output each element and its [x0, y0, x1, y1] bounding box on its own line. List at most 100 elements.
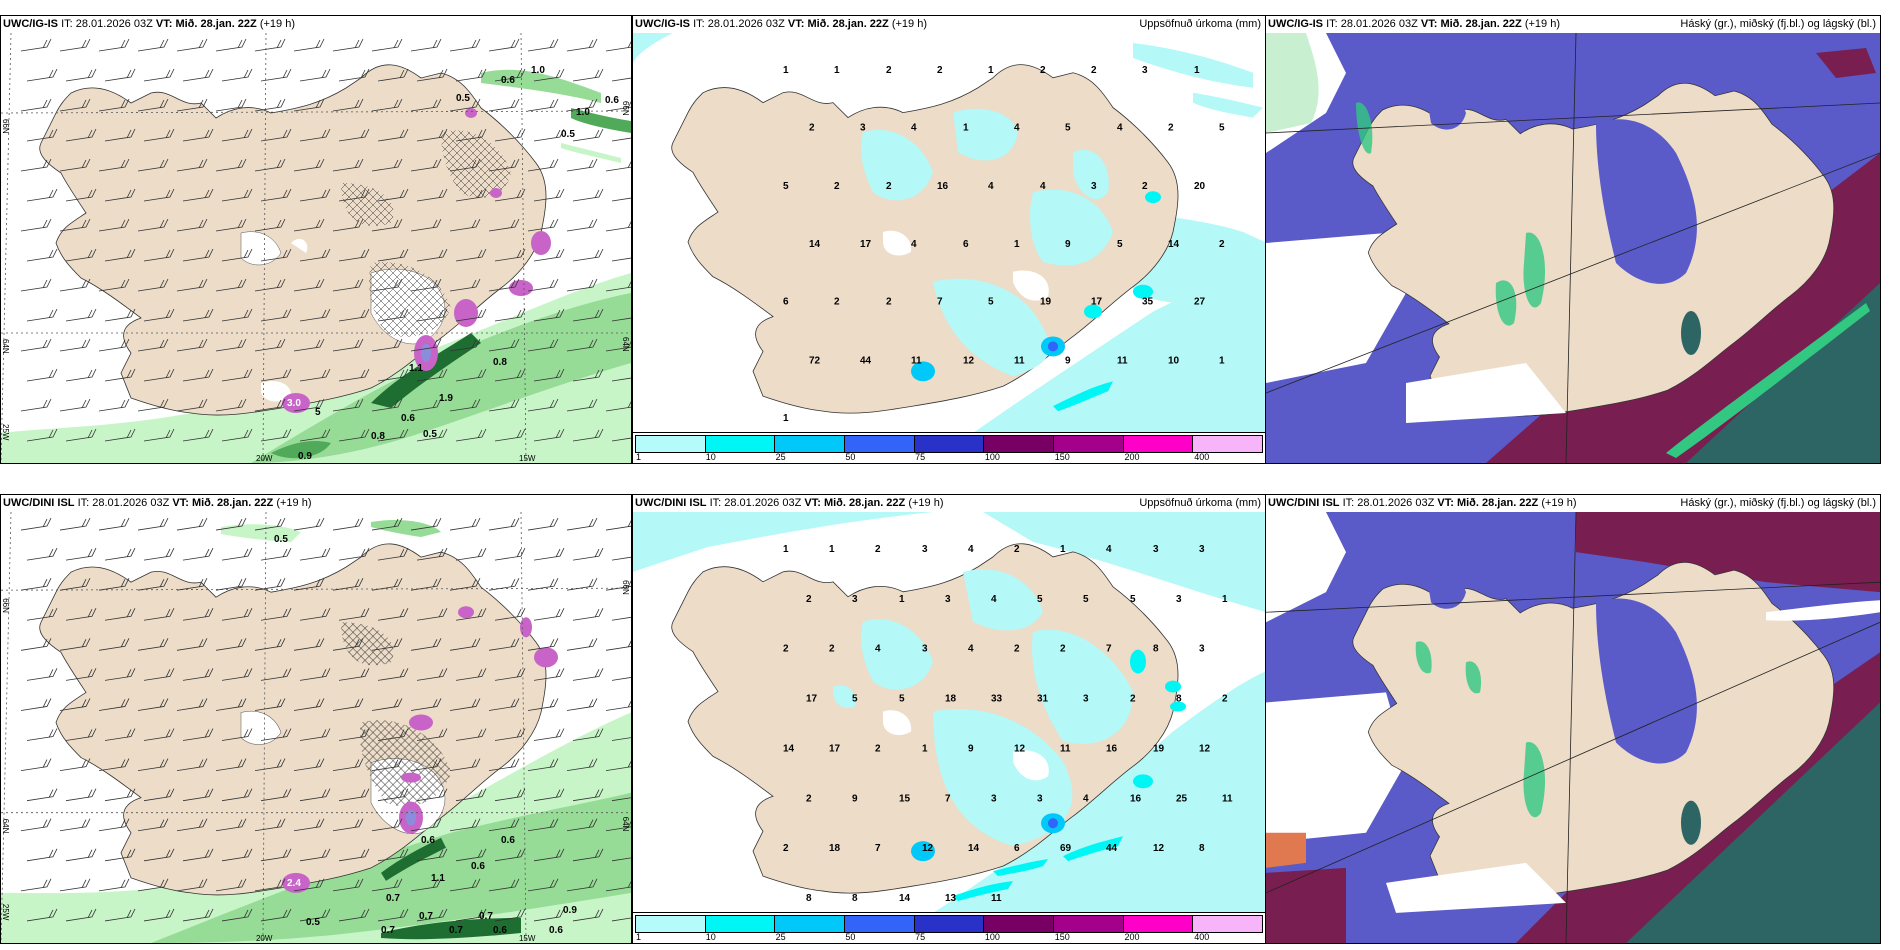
wind-barb: [98, 338, 130, 352]
precip-value-label: 2: [1040, 65, 1046, 76]
wind-barb: [377, 547, 409, 561]
wind-barb: [416, 908, 448, 922]
wind-barb: [566, 878, 598, 892]
precip-cell: [1053, 381, 1113, 412]
precip-value-label: 2: [937, 65, 943, 76]
map-clouds[interactable]: [1266, 512, 1880, 943]
wind-barb: [416, 68, 448, 82]
wind-barb: [182, 788, 214, 802]
wind-barb: [98, 818, 130, 832]
precip-value-label: 14: [809, 239, 821, 250]
wind-barb: [104, 547, 136, 561]
wind-barb: [527, 98, 559, 112]
wind-barb: [137, 638, 169, 651]
map-wind-precip[interactable]: 66N 64N 25W 20W 15W 66N 64N 0.5 0.6 0.6 …: [1, 512, 631, 943]
precip-value-label: 16: [937, 181, 949, 192]
colorbar-tick-label: 1: [636, 452, 642, 462]
colorbar-cell: [775, 916, 846, 932]
wind-barb: [455, 728, 487, 741]
precip-value-label: 1: [1014, 239, 1020, 250]
map-wind-precip[interactable]: 66N 64N 25W 20W 15W 66N 64N 0.6 1.0 0.5 …: [1, 33, 631, 463]
precip-value-label: 2: [1060, 644, 1066, 655]
map-canvas: [1266, 512, 1880, 943]
wind-barb: [137, 398, 169, 412]
wind-barb: [449, 398, 481, 412]
wind-barb: [293, 98, 325, 112]
wind-barb: [26, 188, 58, 202]
wind-barb: [293, 878, 325, 892]
mid-cloud: [1816, 48, 1876, 78]
precip-core: [381, 917, 521, 940]
wind-barb: [65, 308, 97, 322]
wind-barb: [611, 797, 631, 802]
wind-barb: [455, 788, 487, 802]
wind-barb: [611, 77, 631, 82]
precip-value-label: 19: [1040, 297, 1052, 308]
wind-barb: [488, 338, 520, 352]
precip-value-label: 72: [809, 355, 821, 366]
vt-value: Mið. 28.jan. 22Z: [191, 497, 274, 509]
wind-barb: [377, 188, 409, 202]
map-accum-precip[interactable]: 1 1 2 2 1 2 2 3 1 2 3 4 1 4 5 4 2 5 5 2 2 16 4 4 3 2 20 14 17 4 6 1 9 5 14…: [633, 33, 1265, 433]
wind-barb: [566, 98, 598, 112]
precip-value-label: 12: [1014, 743, 1026, 754]
wind-barb: [65, 908, 97, 922]
wind-barb: [488, 878, 520, 892]
wind-barb: [332, 38, 364, 52]
wind-barb: [299, 848, 331, 862]
wind-barb: [104, 608, 136, 621]
wind-barb: [98, 278, 130, 292]
wind-barb: [605, 520, 631, 531]
wind-barb: [254, 517, 286, 531]
precip-value-label: 11: [991, 893, 1002, 904]
it-value: 28.01.2026 03Z: [75, 18, 153, 30]
wind-barb: [137, 38, 169, 52]
wind-barb: [371, 278, 403, 292]
wind-barb: [332, 698, 364, 711]
wind-barb: [338, 547, 370, 561]
colorbar-tick-label: 400: [1194, 932, 1210, 942]
contour-label: 0.6: [493, 925, 507, 936]
glacier: [1013, 750, 1049, 781]
mixed-cloud: [1266, 832, 1306, 868]
wind-barb: [104, 128, 136, 142]
precip-value-label: 7: [1106, 644, 1112, 655]
wind-barb: [65, 128, 97, 142]
wind-barb: [182, 128, 214, 142]
precip-value-label: 6: [1014, 843, 1020, 854]
wind-barb: [299, 728, 331, 741]
wind-barb: [260, 248, 292, 262]
wind-barb: [299, 368, 331, 382]
colorbar-cell: [984, 436, 1055, 452]
wind-barb: [488, 577, 520, 591]
wind-barb: [59, 338, 91, 352]
map-clouds[interactable]: [1266, 33, 1880, 463]
contour-label: 1.0: [576, 107, 590, 118]
wind-barb: [377, 908, 409, 922]
colorbar-tick-label: 75: [915, 932, 926, 942]
precip-value-label: 1: [988, 65, 994, 76]
map-canvas: 66N 64N 25W 20W 15W 66N 64N 0.5 0.6 0.6 …: [1, 512, 631, 943]
wind-barb: [527, 517, 559, 531]
wind-barb: [527, 638, 559, 651]
lat-label-66n: 66N: [1, 119, 10, 134]
map-accum-precip[interactable]: 1 1 2 3 4 2 1 4 3 3 2 3 1 3 4 5 5 5 3 1 2 2 4 3 4 2 2 7 8 3 17 5 5 18 33 31…: [633, 512, 1265, 913]
wind-barb: [215, 878, 247, 892]
colorbar-tick-label: 25: [775, 452, 786, 462]
colorbar-cell: [1054, 436, 1124, 452]
wind-barb: [254, 278, 286, 292]
wind-barb: [527, 218, 559, 232]
precip-value-label: 1: [783, 544, 789, 555]
precip-area: [481, 69, 601, 103]
colorbar-tick-label: 25: [775, 932, 786, 942]
precip-value-label: 3: [1199, 544, 1205, 555]
wind-barb: [449, 338, 481, 352]
wind-barb: [59, 278, 91, 292]
wind-barb: [215, 158, 247, 172]
contour-label: 0.9: [298, 451, 312, 462]
wind-barb: [410, 638, 442, 651]
wind-barb: [338, 248, 370, 262]
wind-barb: [104, 308, 136, 322]
precip-area: [973, 261, 1265, 433]
wind-barb: [488, 698, 520, 711]
